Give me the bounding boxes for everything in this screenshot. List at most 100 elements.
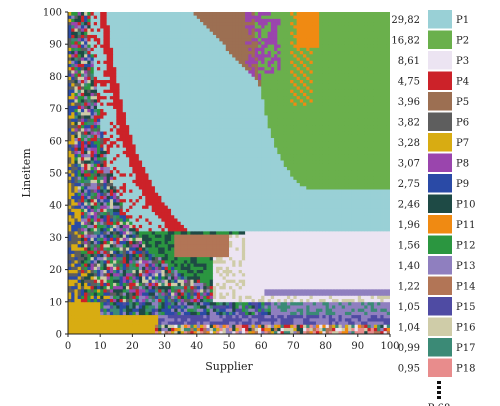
heatmap-cell [251, 250, 256, 254]
heatmap-cell [312, 221, 317, 225]
heatmap-cell [299, 321, 304, 325]
heatmap-cell [200, 176, 204, 180]
heatmap-cell [71, 285, 75, 290]
heatmap-cell [161, 205, 165, 209]
heatmap-cell [257, 285, 262, 290]
heatmap-cell [93, 201, 98, 206]
heatmap-cell [212, 173, 217, 177]
heatmap-cell [280, 288, 285, 293]
heatmap-cell [138, 208, 143, 213]
heatmap-cell [245, 311, 249, 316]
heatmap-cell [138, 301, 143, 306]
heatmap-cell [235, 308, 240, 312]
heatmap-cell [100, 253, 104, 258]
heatmap-cell [254, 230, 259, 235]
heatmap-cell [373, 266, 378, 270]
heatmap-cell [386, 282, 390, 287]
heatmap-cell [122, 240, 127, 245]
heatmap-cell [177, 321, 182, 325]
heatmap-cell [193, 247, 198, 251]
heatmap-cell [248, 256, 252, 261]
heatmap-cell [225, 253, 230, 258]
heatmap-cell [335, 243, 339, 248]
heatmap-cell [322, 173, 326, 177]
heatmap-cell [335, 311, 339, 316]
heatmap-cell [328, 288, 333, 293]
heatmap-cell [167, 272, 172, 277]
heatmap-cell [180, 176, 185, 180]
heatmap-cell [319, 259, 323, 264]
heatmap-cell [290, 230, 294, 235]
heatmap-cell [325, 247, 330, 251]
heatmap-cell [344, 253, 349, 258]
heatmap-cell [113, 276, 117, 280]
heatmap-cell [193, 276, 198, 280]
heatmap-cell [315, 240, 320, 245]
heatmap-cell [190, 298, 194, 303]
heatmap-cell [357, 272, 362, 277]
heatmap-cell [219, 182, 223, 187]
heatmap-cell [103, 292, 108, 296]
heatmap-cell [306, 227, 310, 232]
heatmap-cell [251, 301, 256, 306]
heatmap-cell [264, 179, 269, 184]
heatmap-cell [283, 214, 288, 219]
heatmap-cell [338, 305, 343, 309]
heatmap-cell [200, 327, 204, 332]
heatmap-cell [193, 308, 198, 312]
heatmap-cell [299, 198, 304, 203]
heatmap-cell [309, 282, 314, 287]
heatmap-cell [148, 321, 153, 325]
heatmap-cell [344, 308, 349, 312]
heatmap-cell [190, 282, 194, 287]
heatmap-cell [245, 259, 249, 264]
heatmap-cell [254, 247, 259, 251]
heatmap-cell [183, 208, 188, 213]
heatmap-cell [338, 266, 343, 270]
heatmap-cell [354, 240, 359, 245]
heatmap-cell [312, 314, 317, 319]
heatmap-cell [212, 279, 217, 283]
heatmap-cell [132, 214, 137, 219]
heatmap-cell [248, 198, 252, 203]
heatmap-cell [257, 327, 262, 332]
heatmap-cell [200, 305, 204, 309]
heatmap-cell [96, 288, 101, 293]
heatmap-cell [351, 317, 355, 322]
heatmap-cell [84, 279, 88, 283]
heatmap-cell [245, 317, 249, 322]
heatmap-cell [257, 195, 262, 200]
heatmap-cell [103, 221, 108, 225]
heatmap-cell [183, 317, 188, 322]
heatmap-cell [206, 179, 211, 184]
heatmap-cell [354, 230, 359, 235]
heatmap-cell [299, 179, 304, 184]
heatmap-cell [283, 234, 288, 238]
heatmap-cell [68, 208, 72, 213]
heatmap-cell [286, 276, 291, 280]
heatmap-cell [322, 301, 326, 306]
heatmap-cell [325, 276, 330, 280]
heatmap-cell [341, 292, 346, 296]
heatmap-cell [261, 276, 265, 280]
heatmap-cell [216, 224, 220, 229]
heatmap-cell [190, 256, 194, 261]
heatmap-cell [190, 330, 194, 334]
heatmap-cell [267, 292, 272, 296]
heatmap-cell [338, 182, 343, 187]
heatmap-cell [90, 324, 95, 328]
heatmap-cell [116, 317, 120, 322]
heatmap-cell [84, 173, 88, 177]
heatmap-cell [264, 279, 269, 283]
heatmap-cell [290, 279, 294, 283]
heatmap-cell [364, 230, 368, 235]
heatmap-cell [206, 243, 211, 248]
heatmap-cell [87, 218, 91, 222]
heatmap-cell [183, 311, 188, 316]
heatmap-cell [132, 240, 137, 245]
heatmap-cell [328, 218, 333, 222]
heatmap-cell [245, 253, 249, 258]
heatmap-cell [277, 243, 281, 248]
heatmap-cell [296, 214, 301, 219]
heatmap-cell [196, 266, 201, 270]
